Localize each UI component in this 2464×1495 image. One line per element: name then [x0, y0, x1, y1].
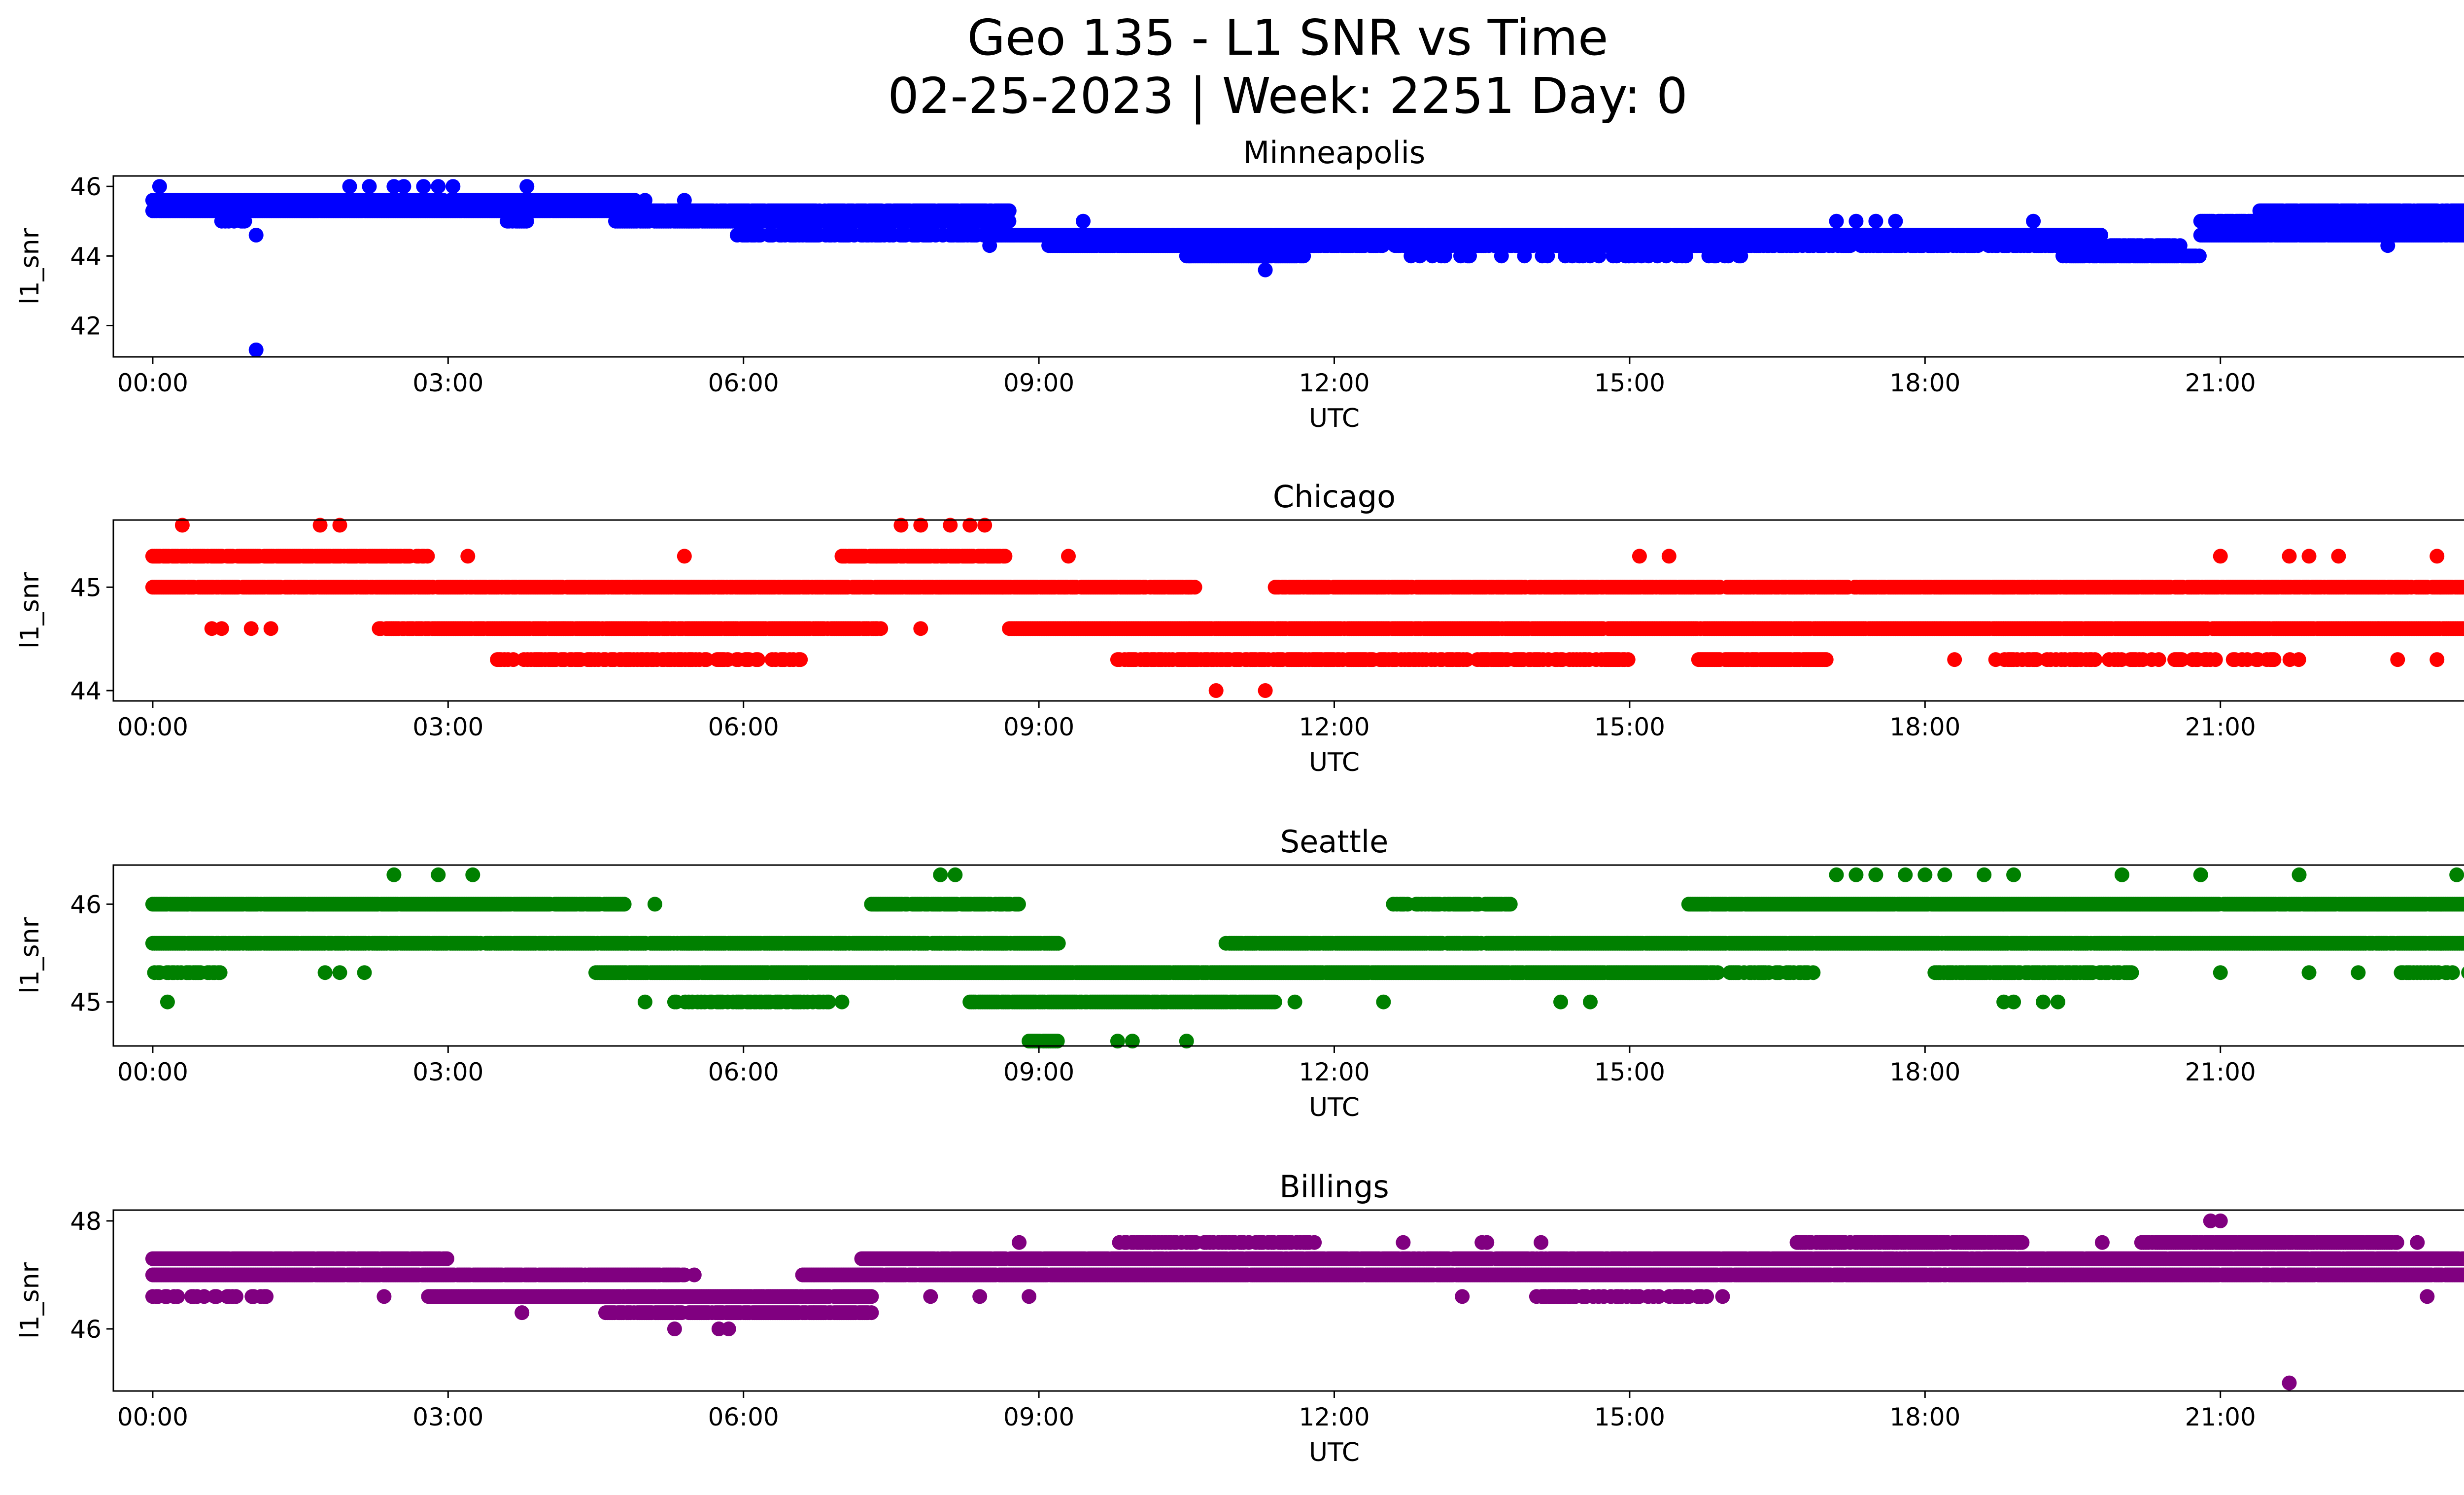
- figure-title: Geo 135 - L1 SNR vs Time 02-25-2023 | We…: [0, 9, 2464, 125]
- data-points: [145, 179, 2464, 357]
- x-tick-label: 06:00: [708, 369, 779, 397]
- data-point: [997, 549, 1013, 564]
- data-point: [396, 179, 411, 194]
- data-point: [152, 179, 167, 194]
- data-point: [1733, 248, 1748, 264]
- data-point: [519, 179, 535, 194]
- data-points: [145, 518, 2464, 698]
- y-tick-label: 42: [70, 312, 102, 340]
- x-tick-label: 21:00: [2185, 369, 2256, 397]
- data-point: [237, 213, 252, 229]
- subplot-title: Chicago: [1273, 479, 1396, 515]
- data-point: [1001, 203, 1017, 218]
- data-point: [637, 193, 652, 208]
- data-point: [1868, 213, 1883, 229]
- data-point: [248, 228, 264, 243]
- data-point: [1591, 248, 1607, 264]
- data-point: [1187, 580, 1202, 595]
- data-point: [1848, 213, 1864, 229]
- x-tick-label: 18:00: [1889, 369, 1960, 397]
- data-point: [248, 342, 264, 357]
- data-point: [431, 179, 446, 194]
- data-point: [1494, 248, 1509, 264]
- data-point: [1678, 248, 1693, 264]
- x-tick-label: 03:00: [412, 369, 483, 397]
- data-point: [1888, 213, 1903, 229]
- data-point: [342, 179, 357, 194]
- x-tick-label: 00:00: [117, 369, 188, 397]
- data-point: [1258, 262, 1273, 278]
- figure-title-line-2: 02-25-2023 | Week: 2251 Day: 0: [888, 67, 1688, 125]
- subplot-title: Minneapolis: [1243, 135, 1426, 171]
- y-axis-label: l1_snr: [15, 228, 45, 305]
- data-point: [677, 193, 692, 208]
- data-point: [416, 179, 431, 194]
- data-point: [445, 179, 461, 194]
- chart-panel-minneapolis: Minneapolis 00:00 03:00 06:00 09:00 12:00 15:0…: [15, 135, 2464, 433]
- x-tick-label: 09:00: [1003, 369, 1074, 397]
- data-point: [873, 621, 889, 636]
- data-point: [362, 179, 377, 194]
- y-tick-label: 44: [70, 242, 102, 271]
- data-point: [2191, 248, 2207, 264]
- y-tick-label: 46: [70, 173, 102, 201]
- data-point: [2380, 238, 2396, 253]
- x-tick-label: 12:00: [1299, 369, 1369, 397]
- figure-title-line-1: Geo 135 - L1 SNR vs Time: [967, 9, 1608, 67]
- data-point: [982, 238, 997, 253]
- data-point: [2026, 213, 2041, 229]
- data-point: [1462, 248, 1477, 264]
- data-point: [1540, 248, 1555, 264]
- data-point: [420, 549, 435, 564]
- data-point: [519, 213, 534, 229]
- data-point: [1829, 213, 1844, 229]
- x-axis-label: UTC: [1309, 404, 1360, 433]
- data-point: [1437, 248, 1452, 264]
- data-point: [1076, 213, 1091, 229]
- x-tick-label: 15:00: [1594, 369, 1665, 397]
- data-point: [1517, 248, 1532, 264]
